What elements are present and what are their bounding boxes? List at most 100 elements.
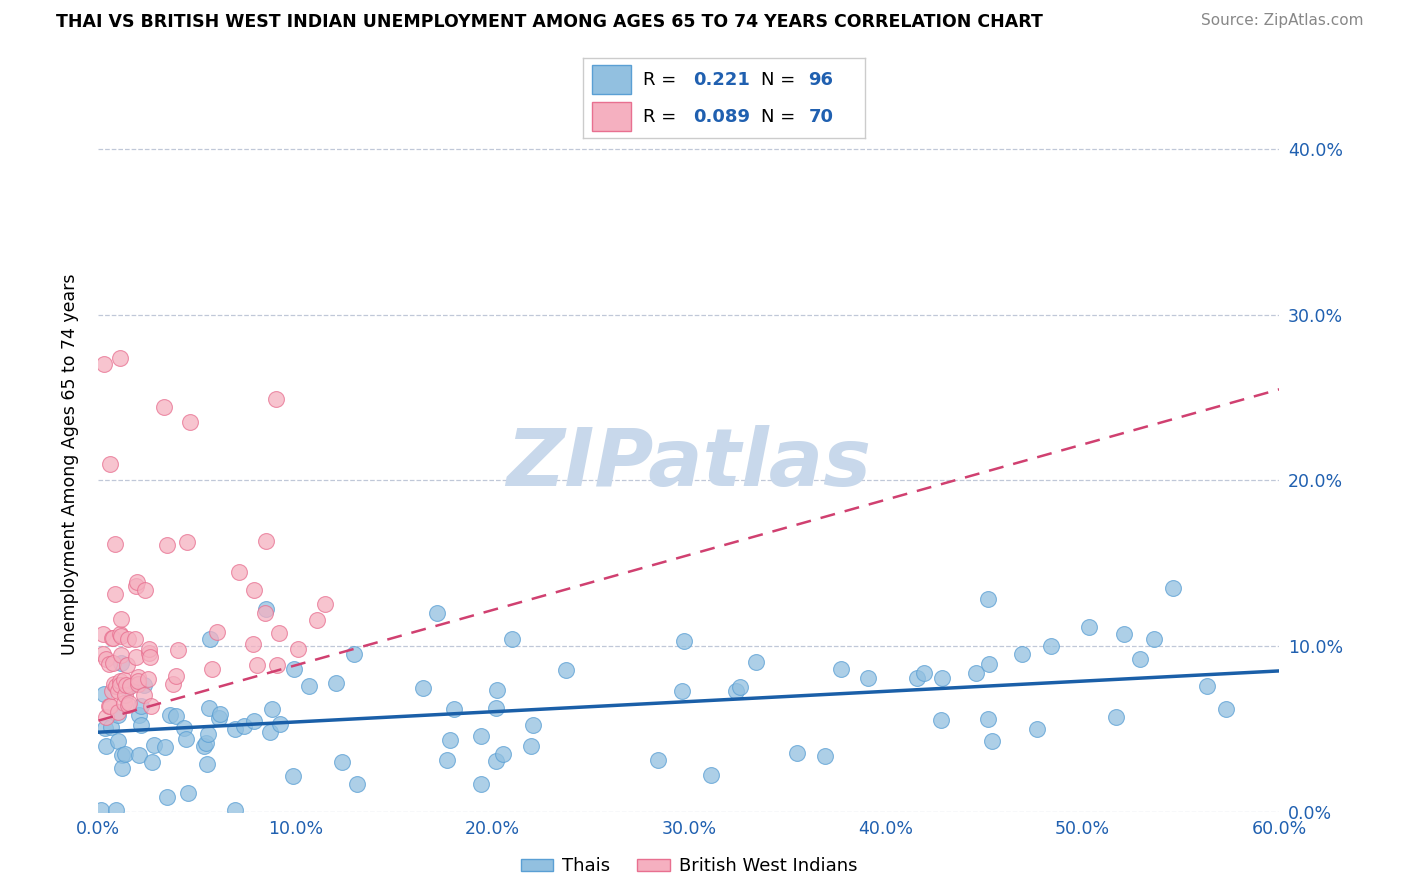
Point [134, 583, 156, 598]
Point [330, 755, 353, 769]
Point [298, 679, 321, 693]
Point [228, 566, 250, 580]
Point [522, 717, 544, 731]
Point [485, 701, 508, 715]
Point [1011, 647, 1033, 661]
Point [965, 666, 987, 681]
Point [110, 629, 132, 643]
Point [830, 663, 852, 677]
Point [1215, 701, 1237, 715]
Point [912, 666, 935, 681]
Point [269, 717, 291, 731]
Point [156, 789, 179, 804]
Point [155, 739, 177, 754]
Point [112, 696, 135, 710]
Point [139, 650, 162, 665]
Point [195, 735, 218, 749]
Point [91, 647, 114, 661]
Point [976, 712, 998, 726]
Point [232, 719, 254, 733]
Text: R =: R = [643, 70, 682, 88]
Point [174, 731, 197, 746]
Point [110, 351, 132, 366]
Point [115, 678, 138, 692]
Point [94, 710, 117, 724]
Point [176, 786, 198, 800]
Point [426, 606, 449, 620]
Point [165, 669, 187, 683]
Point [93, 627, 115, 641]
Point [107, 705, 129, 719]
Point [114, 688, 136, 702]
Point [905, 671, 928, 685]
Point [138, 672, 160, 686]
Point [107, 707, 129, 722]
Point [125, 649, 148, 664]
Point [343, 647, 366, 661]
Point [117, 632, 139, 647]
Point [141, 698, 163, 713]
Point [125, 575, 148, 590]
Point [786, 747, 808, 761]
Point [325, 676, 347, 690]
Point [111, 747, 134, 762]
FancyBboxPatch shape [592, 65, 631, 95]
Point [118, 696, 141, 710]
Point [205, 625, 228, 640]
Point [814, 748, 837, 763]
Point [198, 700, 221, 714]
Point [224, 803, 246, 817]
Point [142, 738, 165, 752]
Point [981, 734, 1004, 748]
Point [97, 657, 120, 671]
Point [671, 684, 693, 698]
Point [103, 656, 125, 670]
Point [112, 673, 135, 687]
Point [138, 642, 160, 657]
Point [100, 720, 122, 734]
Point [129, 699, 152, 714]
Point [208, 711, 231, 725]
Point [254, 606, 277, 620]
Point [977, 657, 1000, 671]
Point [245, 657, 267, 672]
Point [97, 699, 120, 714]
Point [283, 662, 305, 676]
Point [100, 631, 122, 645]
Point [1040, 639, 1063, 653]
Point [1163, 582, 1185, 596]
Text: 0.221: 0.221 [693, 70, 749, 88]
Point [127, 670, 149, 684]
Point [307, 613, 329, 627]
Point [267, 626, 290, 640]
Text: 70: 70 [808, 108, 834, 126]
Point [132, 689, 155, 703]
Point [101, 632, 124, 646]
Point [412, 681, 434, 695]
Point [96, 651, 118, 665]
Point [856, 672, 879, 686]
Point [107, 734, 129, 748]
Text: N =: N = [761, 108, 800, 126]
Point [94, 721, 117, 735]
Point [254, 533, 277, 548]
Text: ZIPatlas: ZIPatlas [506, 425, 872, 503]
Point [485, 682, 508, 697]
Point [281, 769, 304, 783]
Point [111, 762, 134, 776]
Point [470, 729, 492, 743]
Point [724, 683, 747, 698]
Text: Source: ZipAtlas.com: Source: ZipAtlas.com [1201, 13, 1364, 29]
Point [127, 673, 149, 688]
Point [224, 722, 246, 736]
Point [93, 358, 115, 372]
Point [243, 582, 266, 597]
Point [128, 707, 150, 722]
Text: THAI VS BRITISH WEST INDIAN UNEMPLOYMENT AMONG AGES 65 TO 74 YEARS CORRELATION C: THAI VS BRITISH WEST INDIAN UNEMPLOYMENT… [56, 13, 1043, 31]
Point [977, 592, 1000, 607]
Point [700, 768, 723, 782]
Point [262, 702, 284, 716]
Point [1078, 620, 1101, 634]
Point [138, 646, 160, 660]
Point [108, 674, 131, 689]
